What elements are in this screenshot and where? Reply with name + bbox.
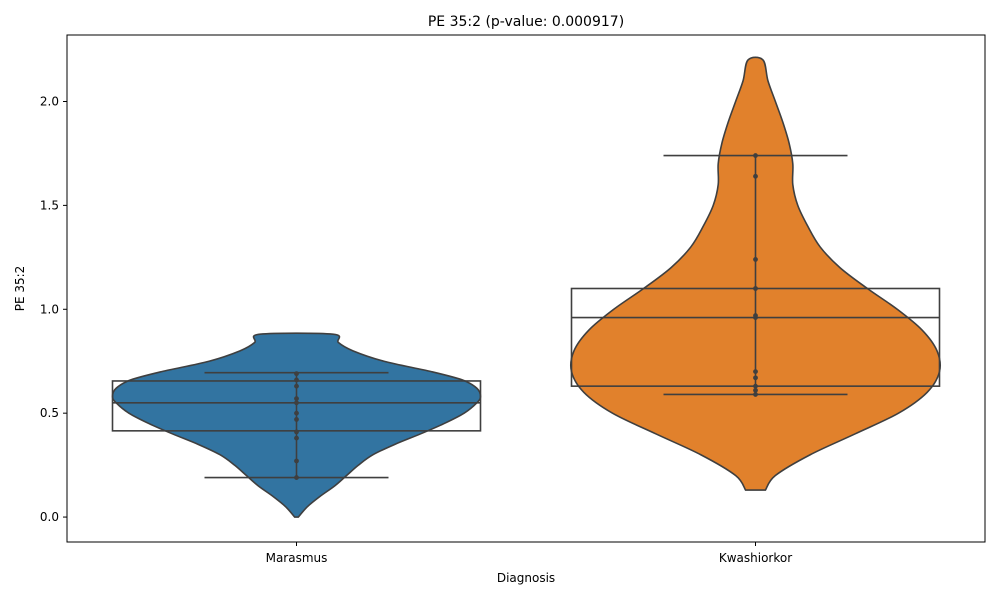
data-point xyxy=(753,257,758,262)
data-point xyxy=(294,458,299,464)
x-tick-label: Kwashiorkor xyxy=(719,551,792,565)
data-point xyxy=(753,375,758,381)
y-tick-label: 2.0 xyxy=(40,94,59,108)
data-point xyxy=(753,369,758,375)
data-point xyxy=(753,387,758,393)
data-point xyxy=(294,396,299,402)
y-axis-ticks: 0.0 0.5 1.0 1.5 2.0 xyxy=(40,94,67,524)
data-point xyxy=(294,383,299,389)
violins-layer xyxy=(111,56,942,518)
data-point xyxy=(753,173,758,179)
data-point xyxy=(294,417,299,422)
axes-frame xyxy=(66,34,986,543)
y-tick-label: 0.5 xyxy=(40,406,59,420)
data-point xyxy=(294,429,299,435)
data-point xyxy=(753,392,758,397)
x-tick-label: Marasmus xyxy=(266,551,328,565)
x-axis-ticks: Marasmus Kwashiorkor xyxy=(266,542,792,565)
data-point xyxy=(753,153,758,158)
y-tick-label: 0.0 xyxy=(40,510,59,524)
y-tick-label: 1.5 xyxy=(40,198,59,212)
data-point xyxy=(294,410,299,416)
chart-title: PE 35:2 (p-value: 0.000917) xyxy=(428,14,624,30)
data-point xyxy=(294,400,299,406)
data-point xyxy=(294,377,299,383)
data-point xyxy=(294,475,299,480)
y-axis-label: PE 35:2 xyxy=(13,266,27,312)
data-point xyxy=(753,383,758,389)
data-point xyxy=(753,286,758,291)
y-tick-label: 1.0 xyxy=(40,302,59,316)
x-axis-label: Diagnosis xyxy=(497,571,555,585)
data-point xyxy=(294,371,299,377)
data-point xyxy=(753,313,758,318)
data-point xyxy=(294,435,299,441)
points-layer xyxy=(294,153,758,480)
